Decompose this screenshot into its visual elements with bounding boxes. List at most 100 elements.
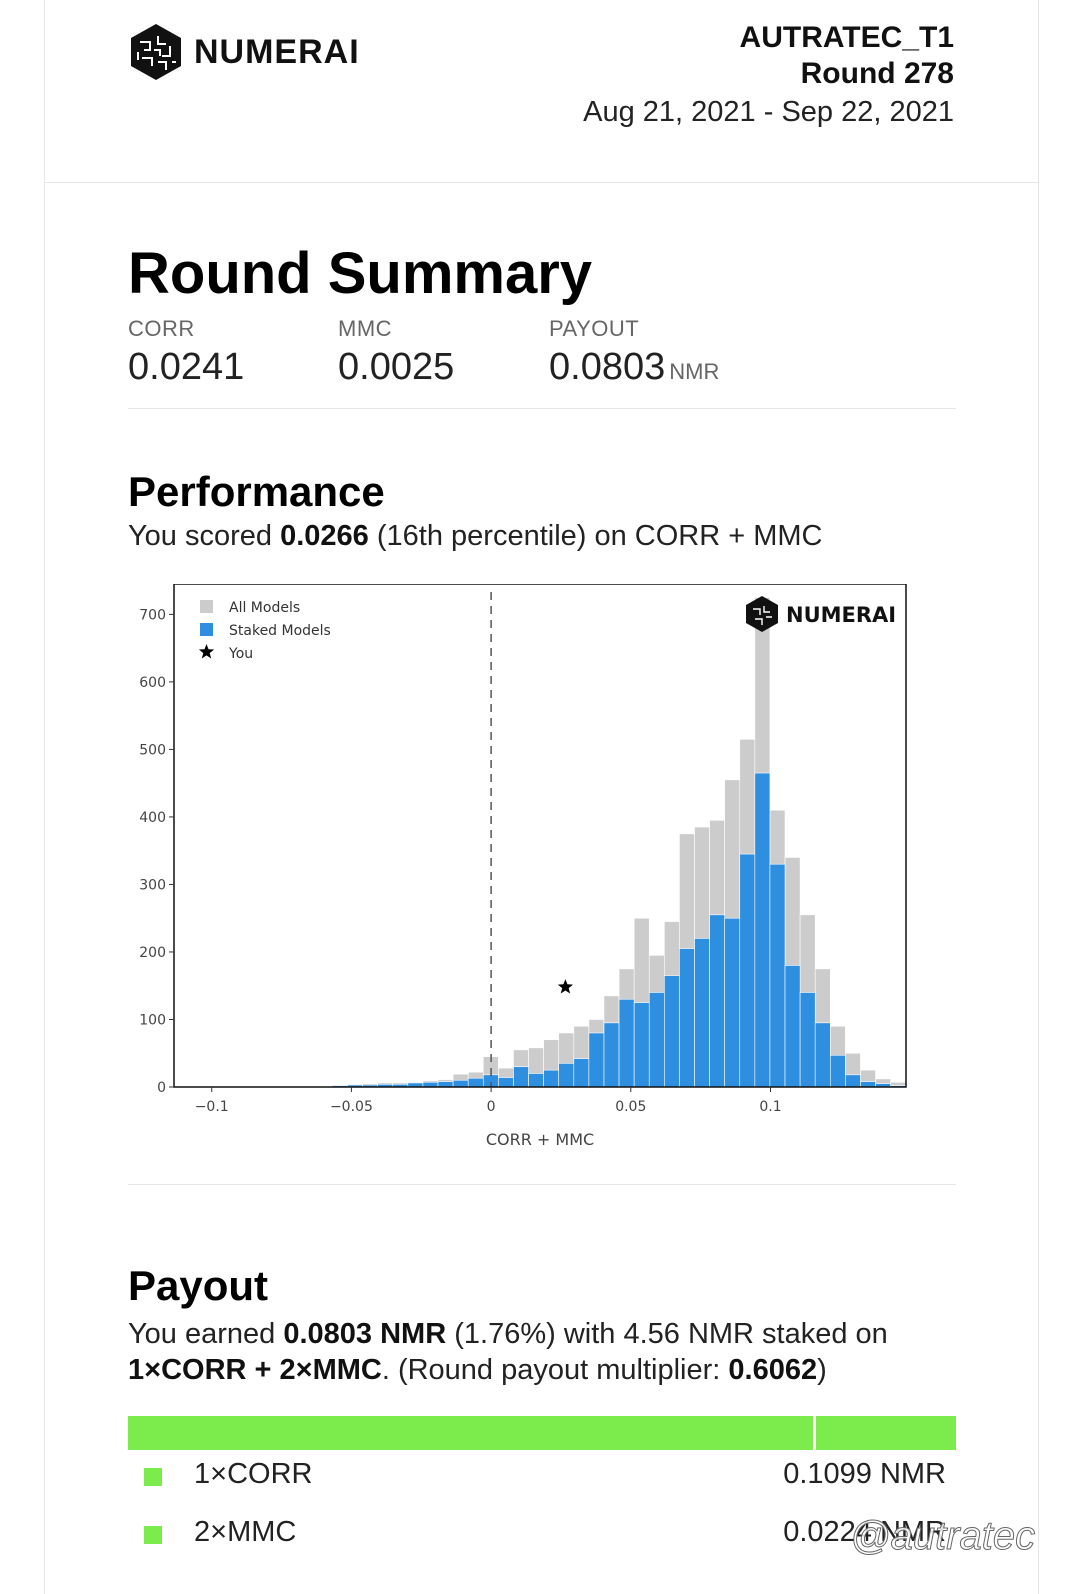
performance-title: Performance [128,468,385,515]
payout-item-value: 0.1099 NMR [783,1458,946,1490]
payout-text-prefix: You earned [128,1318,284,1350]
y-tick-label: 400 [139,810,166,826]
payout-item-label: 1×CORR [194,1458,313,1490]
summary-divider [128,408,956,409]
payout-formula: 1×CORR + 2×MMC [128,1354,382,1386]
performance-text: You scored 0.0266 (16th percentile) on C… [128,520,823,553]
performance-score: 0.0266 [280,520,369,552]
staked-models-bar [513,1066,529,1088]
staked-models-bar [648,992,665,1088]
payout-value: 0.0803 [549,346,666,388]
corr-swatch [144,1468,162,1486]
legend-label: All Models [229,600,300,616]
you-marker-star [557,979,573,994]
payout-item-value: 0.0224 NMR [783,1516,946,1548]
card-edge-left [44,0,45,1594]
staked-models-bar [452,1079,469,1088]
payout-bar [128,1416,956,1450]
plot-frame [173,583,907,1088]
payout-value-row: 0.0803 NMR [549,346,719,389]
staked-models-bar [543,1069,560,1088]
y-tick-label: 0 [157,1080,166,1096]
staked-models-bar [769,863,786,1088]
inset-logo-text: NUMERAI [786,603,896,627]
corr-label: CORR [128,316,195,341]
payout-text: You earned 0.0803 NMR (1.76%) with 4.56 … [128,1316,968,1388]
staked-models-bar [498,1077,514,1088]
y-tick-label: 300 [139,877,166,893]
payout-text-mid: (1.76%) with 4.56 NMR staked on [446,1318,888,1350]
staked-models-bar [829,1054,846,1088]
round-dates: Aug 21, 2021 - Sep 22, 2021 [583,96,954,128]
payout-multiplier: 0.6062 [728,1354,818,1386]
watermark: @autratec [849,1514,1036,1559]
staked-models-bar [467,1077,484,1088]
round-number: Round 278 [800,57,954,90]
payout-bar-segment [128,1416,813,1450]
round-info: AUTRATEC_T1 Round 278 Aug 21, 2021 - Sep… [583,20,954,132]
staked-models-bar [784,965,801,1088]
performance-text-suffix: (16th percentile) on CORR + MMC [368,520,823,552]
staked-models-bar [633,1002,650,1088]
staked-models-bar [709,914,725,1088]
model-name: AUTRATEC_T1 [739,21,954,54]
staked-models-bar [603,1022,620,1088]
legend-label: Staked Models [229,623,331,639]
x-tick-label: −0.1 [195,1099,229,1115]
mmc-value: 0.0025 [338,346,455,388]
x-tick-label: −0.05 [330,1099,373,1115]
payout-title: Payout [128,1262,269,1309]
staked-models-bar [573,1058,590,1088]
mmc-metric: MMC 0.0025 [338,316,454,389]
performance-histogram: 0 100 200 300 400 500 600 700 −0.1 −0.05 0 0.05 0.1 C… [128,583,968,1174]
y-tick-label: 100 [139,1012,166,1028]
payout-unit: NMR [669,359,720,384]
payout-item-label: 2×MMC [194,1516,297,1548]
x-tick-label: 0.1 [759,1099,781,1115]
payout-label: PAYOUT [549,316,640,341]
staked-models-bar [437,1081,454,1088]
payout-item-corr: 1×CORR 0.1099 NMR [128,1456,956,1496]
staked-models-bar [724,917,741,1088]
performance-divider [128,1184,956,1185]
staked-models-bar [588,1032,605,1088]
staked-models-bar [664,975,680,1088]
performance-text-prefix: You scored [128,520,281,552]
staked-models-bar [860,1081,876,1088]
payout-bar-segment [815,1416,956,1450]
staked-models-bar [558,1063,575,1088]
corr-metric: CORR 0.0241 [128,316,244,389]
histogram-svg: 0 100 200 300 400 500 600 700 −0.1 −0.05 0 0.05 0.1 C… [139,583,907,1149]
staked-models-bar [618,998,635,1088]
round-summary-title: Round Summary [128,241,593,306]
legend-label: You [228,646,253,662]
payout-bar-separator [812,1416,816,1450]
x-tick-label: 0 [487,1099,496,1115]
corr-value: 0.0241 [128,346,245,388]
payout-text-end: ) [817,1354,827,1386]
payout-earned: 0.0803 NMR [283,1318,447,1350]
legend-swatch [200,600,213,613]
payout-multiplier-prefix: . (Round payout multiplier: [381,1354,729,1386]
y-tick-label: 200 [139,945,166,961]
y-tick-label: 600 [139,675,166,691]
y-tick-label: 500 [139,742,166,758]
logo-text: NUMERAI [194,32,360,71]
legend-star-icon [198,644,215,659]
mmc-swatch [144,1526,162,1544]
numerai-cube-icon [131,24,181,80]
staked-models-bar [528,1073,544,1088]
email-header: NUMERAI AUTRATEC_T1 Round 278 Aug 21, 20… [44,0,1038,183]
payout-metric: PAYOUT 0.0803 NMR [549,316,719,389]
numerai-logo[interactable]: NUMERAI [128,22,360,82]
x-axis-label: CORR + MMC [486,1130,594,1149]
staked-models-bar [799,992,816,1088]
staked-models-bar [739,853,756,1088]
staked-models-bar [694,938,710,1088]
staked-models-bar [845,1074,861,1088]
inset-cube-pattern [753,606,772,625]
card-edge-right [1038,0,1039,1594]
payout-item-mmc: 2×MMC 0.0224 NMR [128,1514,956,1554]
mmc-label: MMC [338,316,393,341]
staked-models-bar [814,1022,831,1088]
